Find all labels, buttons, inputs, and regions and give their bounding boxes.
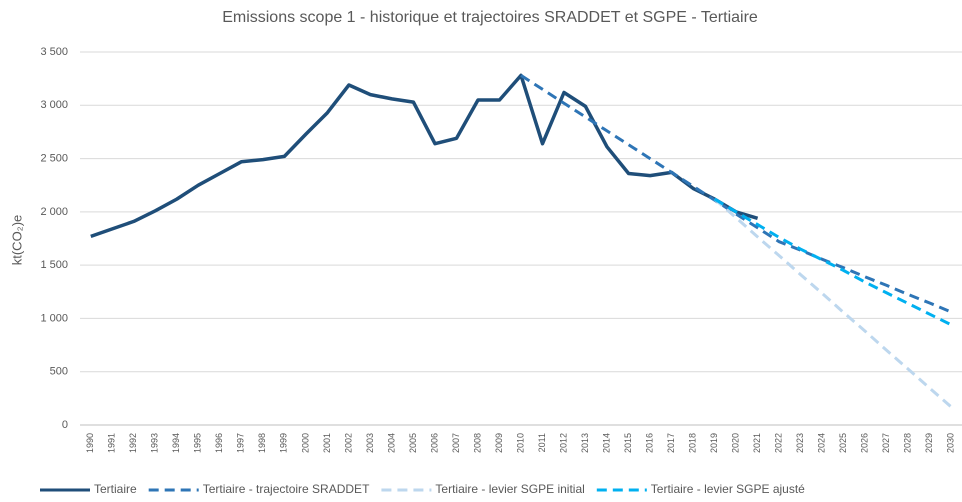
x-tick-label: 1997 [236,433,246,453]
x-tick-label: 2017 [666,433,676,453]
x-tick-label: 2024 [817,433,827,453]
x-tick-label: 2025 [838,433,848,453]
x-tick-label: 2000 [300,433,310,453]
x-tick-label: 1994 [171,433,181,453]
x-tick-label: 2029 [924,433,934,453]
x-tick-label: 2001 [322,433,332,453]
x-tick-label: 2014 [601,433,611,453]
x-tick-label: 1998 [257,433,267,453]
x-tick-label: 2023 [795,433,805,453]
x-tick-label: 2030 [946,433,956,453]
y-axis-label: kt(CO₂)e [9,215,24,266]
x-tick-label: 2011 [537,433,547,452]
x-tick-label: 1999 [279,433,289,453]
x-tick-label: 1995 [193,433,203,453]
x-tick-label: 2021 [752,433,762,453]
x-tick-label: 2005 [408,433,418,453]
x-tick-label: 2026 [860,433,870,453]
x-tick-label: 2010 [515,433,525,453]
chart-title: Emissions scope 1 - historique et trajec… [222,9,758,26]
x-tick-label: 2008 [472,433,482,453]
x-tick-label: 2022 [774,433,784,453]
x-tick-label: 1993 [150,433,160,453]
legend-label: Tertiaire - levier SGPE initial [435,482,584,496]
y-tick-label: 0 [62,419,68,431]
x-tick-label: 1992 [128,433,138,453]
x-tick-label: 2020 [730,433,740,453]
legend-label: Tertiaire - levier SGPE ajusté [651,482,805,496]
y-tick-label: 2 500 [40,152,68,164]
x-tick-label: 2012 [558,433,568,453]
x-tick-label: 1990 [85,433,95,453]
x-tick-label: 2003 [365,433,375,453]
x-tick-label: 2013 [580,433,590,453]
x-tick-label: 2002 [343,433,353,453]
y-tick-label: 3 500 [40,46,68,58]
y-tick-label: 500 [50,366,68,378]
x-tick-label: 2019 [709,433,719,453]
x-tick-label: 2009 [494,433,504,453]
x-tick-label: 2028 [903,433,913,453]
series-line [713,197,952,327]
x-tick-label: 2007 [451,433,461,453]
series-line [520,74,952,314]
x-tick-label: 2016 [644,433,654,453]
legend-label: Tertiaire - trajectoire SRADDET [203,482,370,496]
series-line [90,73,759,239]
x-tick-label: 1991 [107,433,117,453]
x-tick-label: 1996 [214,433,224,453]
y-tick-label: 2 000 [40,206,68,218]
x-tick-label: 2015 [623,433,633,453]
series-line [713,197,953,409]
legend-label: Tertiaire [94,482,137,496]
x-tick-label: 2004 [386,433,396,453]
y-tick-label: 3 000 [40,99,68,111]
x-tick-label: 2027 [881,433,891,453]
x-tick-label: 2018 [687,433,697,453]
y-tick-label: 1 000 [40,312,68,324]
x-tick-label: 2006 [429,433,439,453]
y-tick-label: 1 500 [40,259,68,271]
